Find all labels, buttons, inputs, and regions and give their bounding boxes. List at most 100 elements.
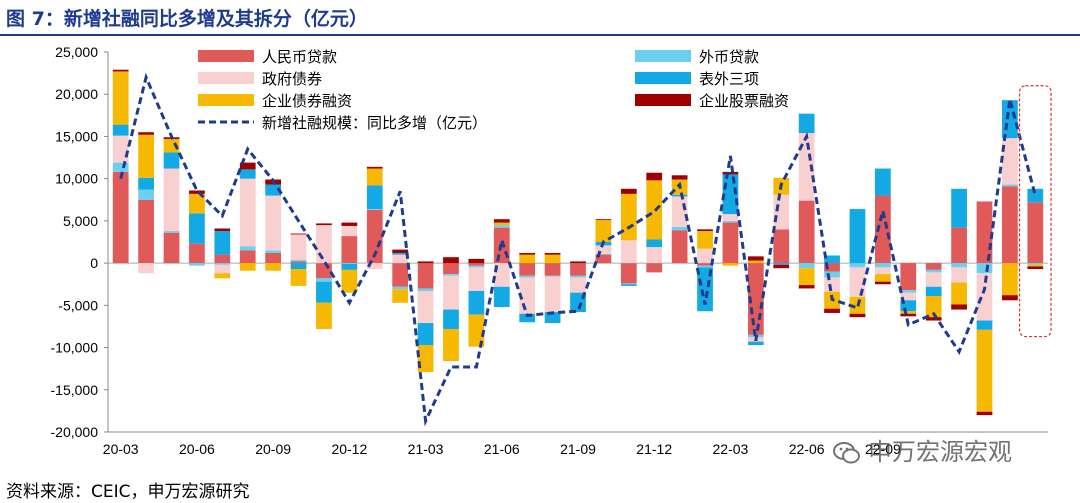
bar-segment <box>417 263 434 289</box>
bar-segment <box>417 345 434 373</box>
bar-segment <box>417 323 434 346</box>
y-tick-label: 5,000 <box>63 213 98 229</box>
bar-segment <box>392 252 409 255</box>
bar-segment <box>570 261 586 264</box>
bar-segment <box>925 286 942 297</box>
y-tick-label: 0 <box>90 255 98 271</box>
bar-segment <box>773 263 790 265</box>
bar-segment <box>138 263 154 274</box>
bar-segment <box>697 267 713 312</box>
bar-segment <box>874 263 891 268</box>
bar-segment <box>671 226 688 231</box>
title-rule <box>0 34 1080 36</box>
bar-segment <box>1002 186 1018 264</box>
bar-segment <box>773 229 790 264</box>
bar-segment <box>214 231 231 255</box>
y-tick-label: 15,000 <box>55 128 98 144</box>
bar-segment <box>341 222 358 226</box>
bar-segment <box>112 71 129 125</box>
bar-segment <box>265 184 282 196</box>
x-tick-label: 20-09 <box>255 441 291 457</box>
bar-segment <box>595 245 612 254</box>
legend-label: 企业债券融资 <box>262 92 352 110</box>
bar-segment <box>773 264 790 269</box>
bar-segment <box>214 264 231 274</box>
bar-segment <box>290 261 307 264</box>
bar-segment <box>849 313 866 318</box>
bar-segment <box>189 243 205 264</box>
bar-segment <box>544 263 561 276</box>
bar-segment <box>900 300 917 312</box>
bar-segment <box>874 274 891 282</box>
bar-segment <box>468 267 485 291</box>
bar-segment <box>900 263 917 291</box>
x-tick-label: 22-09 <box>865 441 901 457</box>
bar-segment <box>468 314 485 347</box>
bar-segment <box>671 230 688 264</box>
bar-segment <box>722 220 739 223</box>
bar-segment <box>366 209 383 264</box>
bar-segment <box>900 311 917 314</box>
bar-segment <box>874 281 891 285</box>
legend-label: 新增社融规模：同比多增（亿元） <box>262 114 487 132</box>
bar-segment <box>1027 188 1044 203</box>
bar-segment <box>798 133 815 201</box>
bar-segment <box>443 274 459 276</box>
bar-segment <box>925 272 942 287</box>
bar-segment <box>519 252 536 255</box>
bar-segment <box>290 234 307 260</box>
bar-segment <box>595 253 612 255</box>
bar-segment <box>112 171 129 264</box>
bar-segment <box>163 168 180 232</box>
bar-segment <box>697 231 713 249</box>
bar-segment <box>747 341 764 346</box>
bar-segment <box>392 286 409 290</box>
bar-segment <box>417 288 434 291</box>
bar-segment <box>214 228 231 232</box>
bar-segment <box>544 276 561 313</box>
bar-segment <box>443 309 459 329</box>
bar-segment <box>1027 266 1044 270</box>
bar-segment <box>798 268 815 286</box>
bar-segment <box>392 289 409 303</box>
bar-segment <box>214 273 231 279</box>
bar-segment <box>366 166 383 169</box>
bar-segment <box>544 275 561 277</box>
bar-segment <box>468 265 485 268</box>
bar-segment <box>366 168 383 186</box>
y-tick-label: -15,000 <box>51 382 99 398</box>
bar-segment <box>570 275 586 278</box>
x-tick-label: 21-03 <box>408 441 444 457</box>
bar-segment <box>798 113 815 134</box>
bar-segment <box>468 258 485 264</box>
bar-segment <box>824 277 840 292</box>
bar-segment <box>239 169 256 179</box>
bar-segment <box>214 263 231 265</box>
bar-segment <box>900 313 917 317</box>
bar-segment <box>1002 184 1018 187</box>
bar-segment <box>824 271 840 278</box>
bar-segment <box>849 209 866 264</box>
bar-segment <box>544 252 561 255</box>
bar-segment <box>646 172 663 181</box>
bar-segment <box>951 263 967 268</box>
bar-segment <box>595 254 612 264</box>
bar-segment <box>1002 263 1018 296</box>
bar-segment <box>239 162 256 170</box>
bar-segment <box>341 263 358 270</box>
bar-segment <box>316 281 332 303</box>
source-note: 资料来源：CEIC，申万宏源研究 <box>6 482 250 502</box>
bar-segment <box>493 222 510 226</box>
bar-segment <box>697 263 713 266</box>
bar-segment <box>519 263 536 276</box>
bar-segment <box>646 263 663 273</box>
bar-segment <box>900 292 917 301</box>
bar-segment <box>646 239 663 248</box>
bar-segment <box>1027 264 1044 267</box>
bar-segment <box>849 263 866 268</box>
bar-segment <box>798 200 815 264</box>
bar-segment <box>493 286 510 308</box>
x-tick-label: 20-12 <box>331 441 367 457</box>
bar-segment <box>722 263 739 266</box>
bar-segment <box>951 188 967 228</box>
